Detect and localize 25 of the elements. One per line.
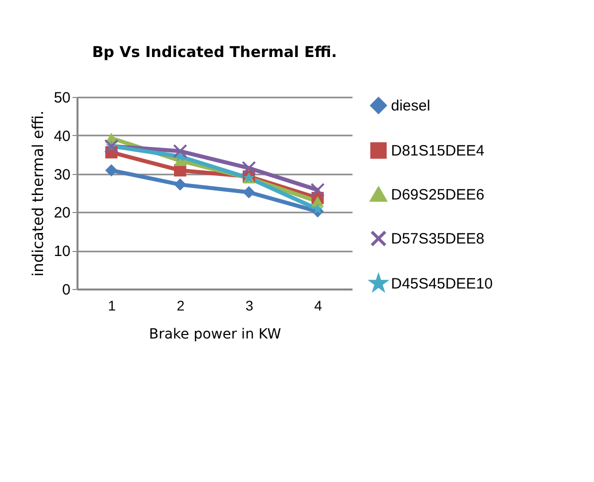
point [312,196,324,207]
y-tick-label: 0 [62,282,70,298]
point [174,178,186,191]
legend-label: D45S45DEE10 [391,276,493,292]
legend-label: D81S15DEE4 [391,142,484,160]
y-axis-title: indicated thermal effi. [28,110,47,276]
point [173,144,188,158]
point [242,160,256,176]
point [310,182,325,198]
x-tick-label: 1 [108,298,116,314]
y-tick-label: 30 [54,166,70,184]
legend-label: diesel [391,98,430,114]
y-tick-label: 50 [54,90,70,106]
x-tick-label: 2 [176,298,185,314]
x-axis-title: Brake power in KW [148,326,282,342]
y-tick-label: 40 [54,128,70,145]
y-tick-label: 20 [54,204,70,222]
legend-label: D69S25DEE6 [391,186,484,204]
y-tick-label: 10 [54,243,70,260]
legend-label: D57S35DEE8 [391,230,484,248]
x-tick-label: 3 [245,298,254,314]
point [242,186,255,198]
chart-title: Bp Vs Indicated Thermal Effi. [92,43,337,61]
point [105,164,118,176]
x-tick-label: 4 [314,298,322,314]
